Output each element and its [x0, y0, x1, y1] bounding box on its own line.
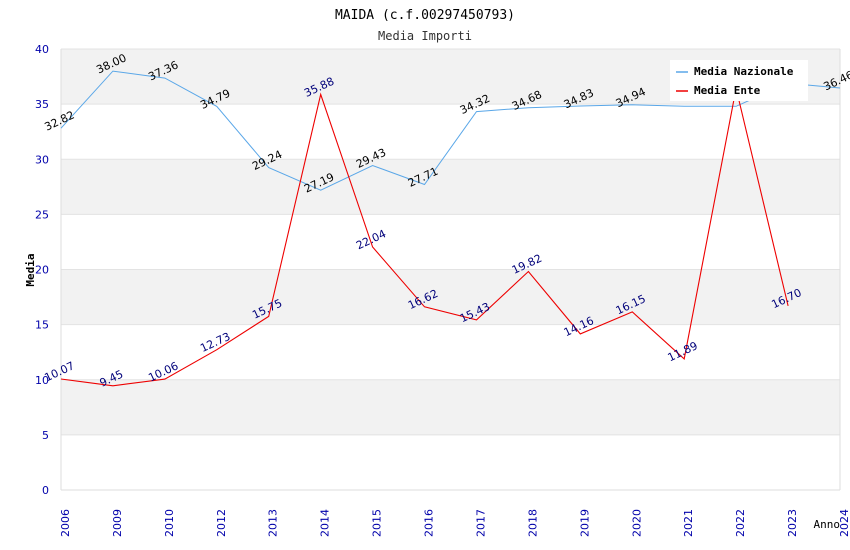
grid-band: [61, 214, 840, 270]
x-tick-label: 2013: [267, 509, 280, 537]
y-tick-label: 40: [35, 43, 49, 56]
chart-title: MAIDA (c.f.00297450793): [335, 8, 515, 23]
x-tick-label: 2019: [578, 509, 591, 537]
x-tick-label: 2020: [630, 509, 643, 537]
x-tick-label: 2012: [215, 509, 228, 537]
x-axis-label: Anno: [814, 518, 841, 531]
legend-box: [670, 60, 808, 101]
x-tick-label: 2006: [59, 509, 72, 537]
y-axis: 0 5 10 15 20 25 30 35 40: [35, 43, 49, 497]
y-tick-label: 5: [42, 429, 49, 442]
y-axis-label: Media: [24, 253, 37, 286]
grid-band: [61, 324, 840, 380]
grid-band: [61, 269, 840, 325]
x-tick-label: 2015: [371, 509, 384, 537]
y-tick-label: 10: [35, 374, 49, 387]
legend-label-ente: Media Ente: [694, 84, 761, 97]
y-tick-label: 20: [35, 264, 49, 277]
series-line-0: [60, 70, 841, 191]
x-tick-label: 2023: [786, 509, 799, 537]
x-tick-label: 2022: [734, 509, 747, 537]
legend: Media Nazionale Media Ente: [670, 60, 808, 101]
grid-band: [61, 159, 840, 215]
y-tick-label: 25: [35, 208, 49, 221]
x-tick-label: 2021: [682, 509, 695, 537]
grid-band: [61, 434, 840, 490]
x-tick-label: 2018: [526, 509, 539, 537]
chart-subtitle: Media Importi: [378, 29, 472, 43]
y-tick-label: 15: [35, 319, 49, 332]
x-tick-label: 2014: [319, 509, 332, 537]
y-tick-label: 30: [35, 153, 49, 166]
series-lines: [60, 70, 841, 387]
x-tick-label: 2017: [474, 509, 487, 537]
x-axis: 2006 2009 2010 2012 2013 2014 2015 2016 2017 2018…: [59, 509, 850, 537]
x-tick-label: 2010: [163, 509, 176, 537]
grid-bands: [60, 48, 841, 491]
grid-band: [61, 379, 840, 435]
x-tick-label: 2016: [423, 509, 436, 537]
x-tick-label: 2009: [111, 509, 124, 537]
x-tick-label: 2024: [838, 509, 850, 537]
y-tick-label: 35: [35, 98, 49, 111]
y-tick-label: 0: [42, 484, 49, 497]
grid-band: [61, 104, 840, 160]
legend-label-nazionale: Media Nazionale: [694, 65, 794, 78]
